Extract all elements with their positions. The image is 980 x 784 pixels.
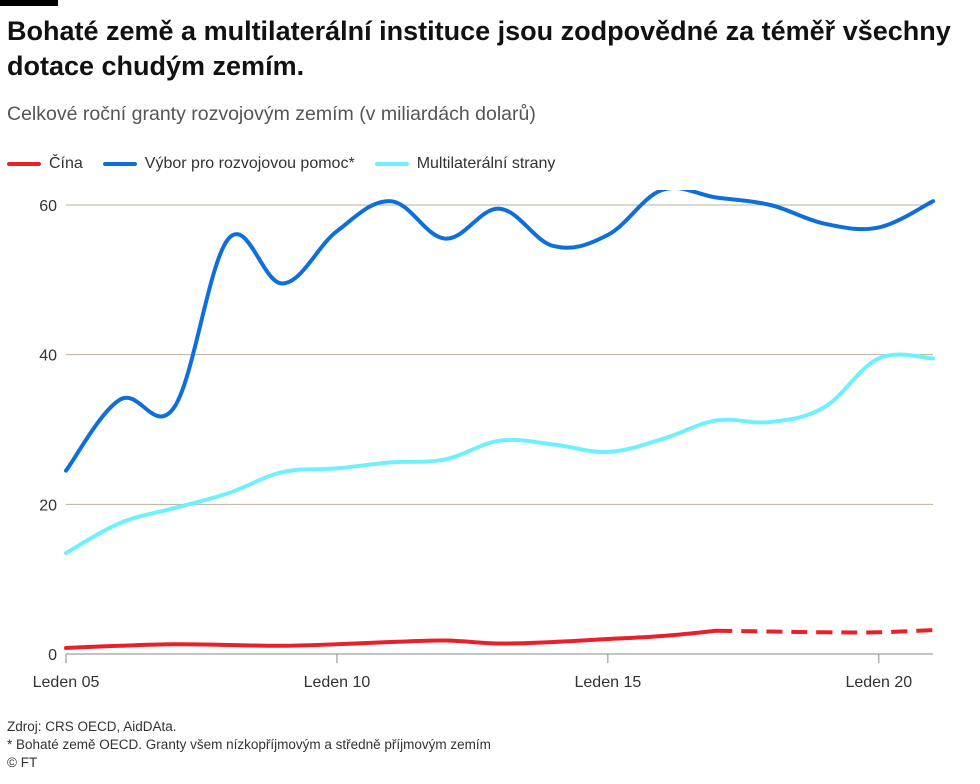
legend-swatch-china [7,162,41,166]
x-tick-label-2010: Leden 10 [304,674,371,691]
legend-item-dac: Výbor pro rozvojovou pomoc* [102,155,355,173]
legend-swatch-multilateral [374,162,409,166]
y-tick-label-0: 0 [48,647,57,664]
legend-item-china: Čína [7,155,83,173]
legend-label-dac: Výbor pro rozvojovou pomoc* [144,155,355,172]
x-tick-label-2015: Leden 15 [575,674,642,691]
series-line-dac [64,190,935,473]
copyright: © FT [7,755,38,770]
line-chart: 0 20 40 60 Leden 05 Leden 10 Leden 15 Leden 20 [33,190,935,691]
y-tick-label-60: 60 [39,198,57,215]
chart-subtitle: Celkové roční granty rozvojovým zemím (v… [7,103,536,125]
series-line-china [64,628,719,650]
legend-label-china: Čína [49,155,83,172]
legend-label-multilateral: Multilaterální strany [416,155,556,172]
series-line-multilateral [64,352,935,555]
x-tick-label-2020: Leden 20 [845,674,912,691]
legend-swatch-dac [102,162,137,166]
series-line-china-dashed [716,628,934,635]
x-tick-label-2005: Leden 05 [33,674,100,691]
legend: Čína Výbor pro rozvojovou pomoc* Multila… [7,153,575,175]
y-tick-label-20: 20 [39,497,57,514]
brand-bar [0,0,58,6]
footnote: * Bohaté země OECD. Granty všem nízkopří… [7,737,491,752]
chart-title: Bohaté země a multilaterální instituce j… [7,16,951,81]
y-tick-label-40: 40 [39,348,57,365]
source-note: Zdroj: CRS OECD, AidDAta. [7,719,177,734]
footer: Zdroj: CRS OECD, AidDAta. * Bohaté země … [7,718,491,772]
legend-item-multilateral: Multilaterální strany [374,155,556,173]
